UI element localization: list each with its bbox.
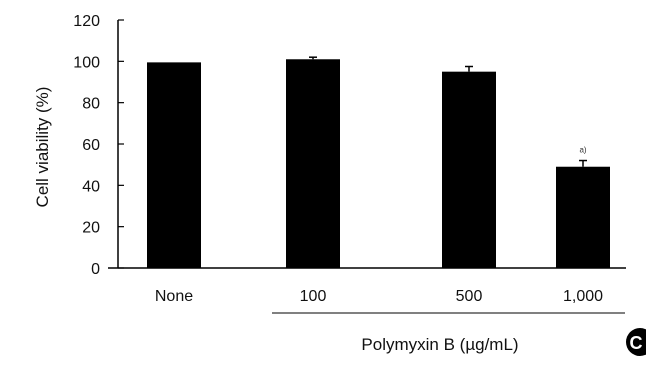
- bars: a): [147, 56, 610, 269]
- y-ticks: 0 20 40 60 80 100 120: [73, 13, 124, 278]
- y-tick-label: 120: [73, 13, 100, 30]
- panel-label: C: [630, 333, 643, 353]
- y-tick-label: 100: [73, 54, 100, 71]
- x-tick-label: 100: [300, 288, 327, 305]
- y-tick-label: 40: [82, 178, 100, 195]
- y-tick-label: 20: [82, 220, 100, 237]
- bar: [442, 71, 496, 269]
- x-tick-label: 500: [456, 288, 483, 305]
- x-tick-label: 1,000: [563, 288, 603, 305]
- y-tick-label: 80: [82, 96, 100, 113]
- y-tick-label: 0: [91, 261, 100, 278]
- panel-label-badge: C: [626, 328, 646, 356]
- y-axis-title: Cell viability (%): [33, 87, 52, 208]
- significance-annotation: a): [579, 146, 586, 155]
- x-tick-label: None: [155, 288, 193, 305]
- x-tick-labels: None 100 500 1,000: [155, 288, 603, 305]
- bar: [147, 62, 201, 268]
- x-axis-title: Polymyxin B (µg/mL): [361, 335, 518, 354]
- bar: [286, 59, 340, 269]
- bar: [556, 166, 610, 268]
- panel-label-circle: [626, 328, 646, 356]
- y-tick-label: 60: [82, 137, 100, 154]
- y-axis: 0 20 40 60 80 100 120: [73, 13, 124, 278]
